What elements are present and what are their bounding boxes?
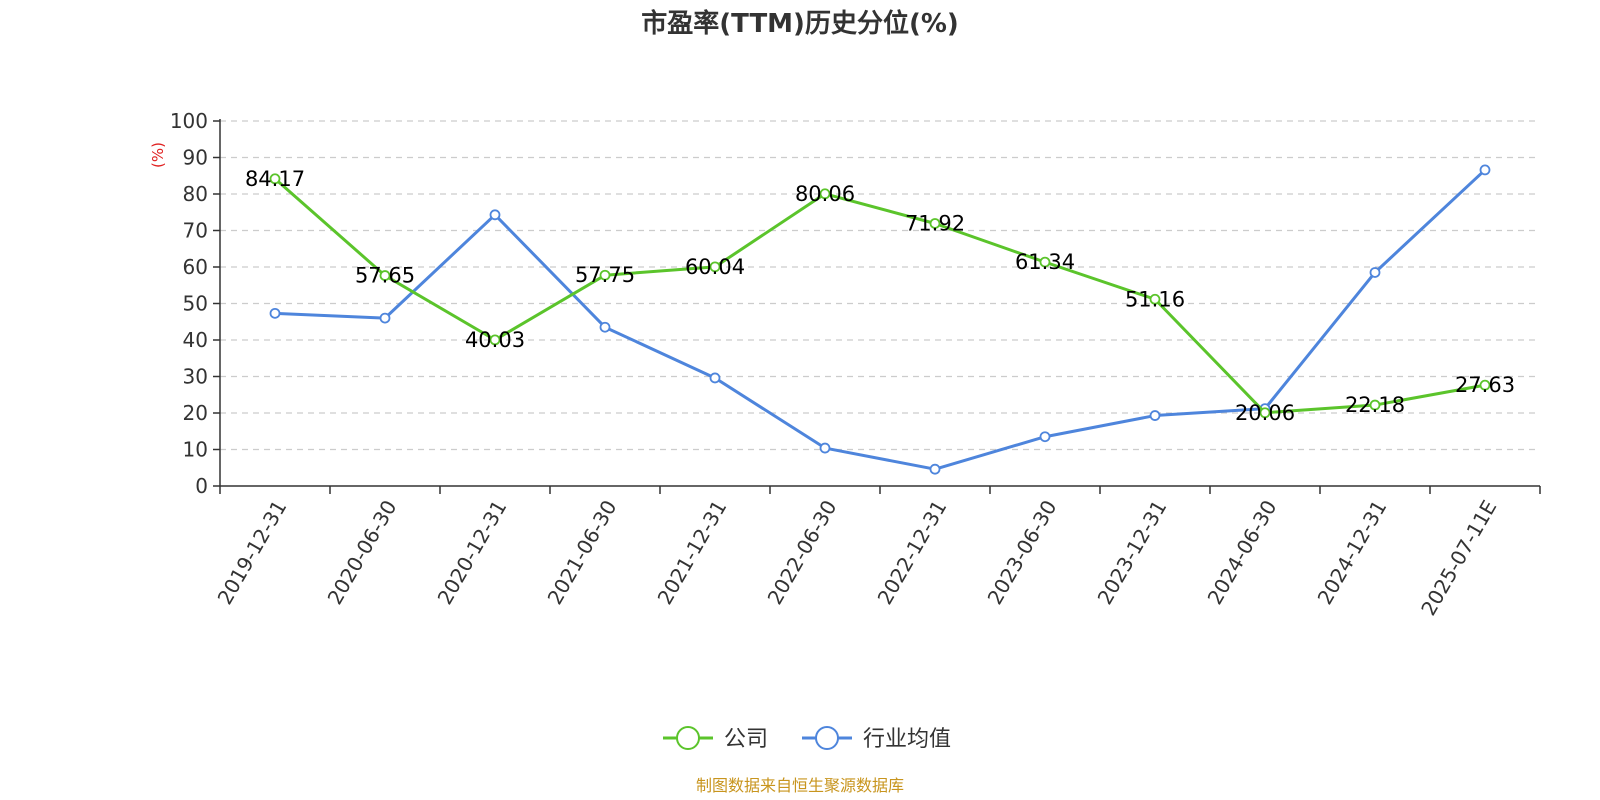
x-tick-label: 2020-12-31	[432, 496, 511, 609]
data-labels: 84.17 57.65 40.03 57.75 60.04 80.06 71.92 61.34…	[245, 167, 1515, 425]
x-tick-label: 2021-12-31	[652, 496, 731, 609]
data-point	[1149, 293, 1161, 305]
data-label: 84.17	[245, 167, 305, 191]
y-tick-label: 90	[183, 146, 208, 170]
x-tick-label: 2024-12-31	[1312, 496, 1391, 609]
data-label: 71.92	[905, 211, 965, 235]
data-point	[819, 188, 831, 200]
data-point	[379, 312, 391, 324]
data-label: 27.63	[1455, 373, 1515, 397]
data-point	[599, 321, 611, 333]
data-point	[269, 173, 281, 185]
y-tick-label: 70	[183, 219, 208, 243]
legend-swatch-marker	[815, 726, 839, 750]
y-axis-label: (%)	[149, 142, 167, 168]
x-tick-label: 2019-12-31	[212, 496, 291, 609]
x-tick-label: 2025-07-11E	[1416, 496, 1501, 620]
data-point	[709, 372, 721, 384]
data-point	[489, 334, 501, 346]
data-point	[1259, 407, 1271, 419]
y-tick-label: 10	[183, 438, 208, 462]
y-tick-label: 80	[183, 182, 208, 206]
data-point	[489, 209, 501, 221]
data-point	[929, 463, 941, 475]
y-tick-label: 30	[183, 365, 208, 389]
data-point	[1369, 267, 1381, 278]
data-point	[1369, 399, 1381, 411]
data-label: 51.16	[1125, 287, 1185, 311]
x-tick-label: 2023-06-30	[982, 496, 1061, 609]
legend-label: 公司	[724, 727, 768, 752]
chart-title: 市盈率(TTM)历史分位(%)	[641, 8, 959, 39]
x-tick-label: 2024-06-30	[1202, 496, 1281, 609]
series-line	[274, 177, 1486, 415]
y-tick-label: 50	[183, 292, 208, 316]
legend-swatch-marker	[676, 726, 700, 750]
y-tick-label: 0	[195, 474, 208, 498]
x-tick-label: 2022-06-30	[762, 496, 841, 609]
data-point	[1149, 410, 1161, 421]
legend-label: 行业均值	[863, 727, 951, 752]
data-point	[819, 442, 831, 454]
data-point	[1039, 431, 1051, 443]
data-label: 20.06	[1235, 401, 1295, 425]
data-point	[929, 218, 941, 229]
y-tick-label: 60	[183, 255, 208, 279]
data-point	[599, 269, 611, 281]
x-tick-label: 2021-06-30	[542, 496, 621, 609]
x-tick-label: 2020-06-30	[322, 496, 401, 609]
data-point	[1479, 164, 1491, 176]
x-tick-label: 2023-12-31	[1092, 496, 1171, 609]
data-label: 61.34	[1015, 250, 1075, 274]
data-label: 40.03	[465, 328, 525, 352]
source-note: 制图数据来自恒生聚源数据库	[696, 776, 904, 795]
data-label: 60.04	[685, 255, 745, 279]
series-line	[274, 168, 1487, 471]
y-tick-label: 40	[183, 328, 208, 352]
data-point	[379, 270, 391, 281]
data-point	[1039, 256, 1051, 268]
x-tick-label: 2022-12-31	[872, 496, 951, 609]
y-tick-label: 20	[183, 401, 208, 425]
series-layer	[269, 164, 1491, 475]
data-label: 80.06	[795, 182, 855, 206]
y-tick-label: 100	[170, 109, 208, 133]
data-label: 57.65	[355, 264, 415, 288]
data-point	[269, 307, 281, 319]
data-label: 22.18	[1345, 393, 1405, 417]
data-point	[709, 261, 721, 273]
data-label: 57.75	[575, 263, 635, 287]
data-point	[1479, 379, 1491, 391]
legend[interactable]: 公司 行业均值	[663, 726, 951, 752]
